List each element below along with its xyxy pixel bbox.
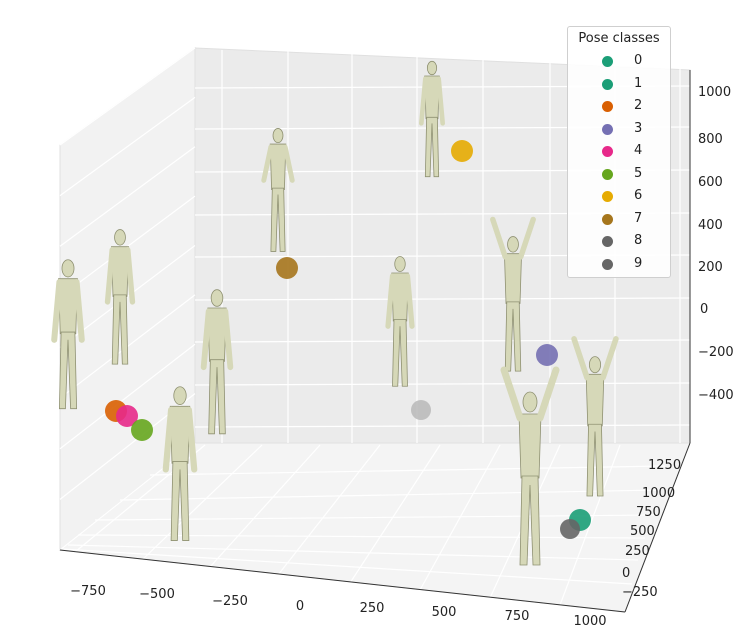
z-tick-label: 400 xyxy=(698,218,723,233)
legend-item-1: 1 xyxy=(598,74,668,94)
legend-item-8: 8 xyxy=(598,231,668,251)
z-tick-label: −200 xyxy=(698,345,734,360)
human-figure xyxy=(261,128,295,252)
gridline-side xyxy=(59,96,196,197)
legend-item-4: 4 xyxy=(598,141,668,161)
legend-item-3: 3 xyxy=(598,119,668,139)
legend-item-9: 9 xyxy=(598,254,668,274)
legend-marker xyxy=(602,56,613,67)
legend-item-6: 6 xyxy=(598,186,668,206)
gridline-side xyxy=(59,343,196,450)
y-tick-label: 1000 xyxy=(642,486,675,501)
gridline-side xyxy=(59,47,196,146)
human-figures xyxy=(51,60,619,566)
z-tick-label: 1000 xyxy=(698,85,731,100)
z-tick-label: 800 xyxy=(698,132,723,147)
pose-points xyxy=(105,140,591,539)
legend-marker xyxy=(602,168,613,180)
legend-marker xyxy=(602,146,613,157)
pose-point-4 xyxy=(116,405,138,427)
pose-point-8 xyxy=(411,400,431,420)
human-figure xyxy=(500,366,560,566)
y-tick-label: −250 xyxy=(622,585,658,600)
gridline-side xyxy=(59,146,196,247)
legend-marker xyxy=(602,101,613,112)
gridline-floor-x xyxy=(209,444,321,568)
legend-marker xyxy=(602,191,613,202)
gridline-floor-x xyxy=(559,444,621,606)
legend-label: 1 xyxy=(634,75,643,91)
legend-title: Pose classes xyxy=(578,31,660,46)
legend-marker xyxy=(602,213,613,225)
legend-label: 0 xyxy=(634,53,643,68)
gridline-floor-x xyxy=(141,444,263,561)
legend-label: 6 xyxy=(634,188,643,203)
y-tick-label: 250 xyxy=(625,544,650,559)
x-tick-label: 750 xyxy=(505,609,530,624)
y-tick-label: 750 xyxy=(636,505,661,520)
x-tick-label: −750 xyxy=(70,584,106,599)
legend-label: 4 xyxy=(634,143,643,158)
pose-point-3 xyxy=(536,344,558,366)
tick-labels: −750 −500 −250 0 250 500 750 1000−2500250500750… xyxy=(70,85,734,629)
gridline-z xyxy=(194,382,691,386)
human-figure xyxy=(571,336,619,497)
gridline-floor-y xyxy=(61,548,633,585)
legend-marker xyxy=(602,258,613,270)
y-tick-label: 500 xyxy=(630,524,655,539)
z-tick-label: 600 xyxy=(698,175,723,190)
gridline-floor-y xyxy=(149,465,666,476)
human-figure xyxy=(200,289,234,435)
legend-item-5: 5 xyxy=(598,164,668,184)
pose-point-6 xyxy=(451,140,473,162)
gridline-floor-x xyxy=(277,444,381,576)
x-tick-label: −500 xyxy=(139,587,175,602)
human-figure xyxy=(385,256,415,387)
pose-point-7 xyxy=(276,257,298,279)
gridline-z xyxy=(194,424,691,428)
legend-item-2: 2 xyxy=(598,96,668,116)
legend-marker xyxy=(602,78,613,90)
pose-point-9 xyxy=(560,519,580,539)
legend-label: 3 xyxy=(634,120,643,136)
human-figure xyxy=(162,386,198,541)
legend-marker xyxy=(602,236,613,247)
y-tick-label: 1250 xyxy=(648,458,681,473)
axis-lines xyxy=(59,70,691,613)
gridline-floor-x xyxy=(349,444,441,584)
human-figure xyxy=(104,229,136,365)
legend-label: 9 xyxy=(634,255,643,271)
x-tick-label: 1000 xyxy=(573,614,606,629)
legend-marker xyxy=(602,123,613,135)
z-tick-label: −400 xyxy=(698,388,734,403)
x-tick-label: 0 xyxy=(296,599,304,614)
gridline-floor-y xyxy=(119,489,661,501)
legend-label: 7 xyxy=(634,210,643,226)
y-tick-label: 0 xyxy=(622,566,630,581)
gridline-z xyxy=(194,297,691,301)
x-tick-label: 250 xyxy=(360,601,385,616)
z-tick-label: 0 xyxy=(700,302,708,317)
legend-label: 5 xyxy=(634,165,643,181)
human-figure xyxy=(419,60,445,178)
human-figure xyxy=(51,259,85,410)
legend-label: 8 xyxy=(634,233,643,248)
z-tick-label: 200 xyxy=(698,260,723,275)
gridline-floor-y xyxy=(67,544,639,561)
x-tick-label: −250 xyxy=(212,594,248,609)
legend: Pose classes 0 1 2 3 4 5 6 7 8 9 xyxy=(567,26,671,278)
legend-item-7: 7 xyxy=(598,209,668,229)
pose-point-5 xyxy=(131,419,153,441)
legend-item-0: 0 xyxy=(598,51,668,71)
x-tick-label: 500 xyxy=(432,605,457,620)
legend-label: 2 xyxy=(634,98,643,113)
gridline-z xyxy=(194,339,691,343)
human-figure xyxy=(490,216,536,372)
